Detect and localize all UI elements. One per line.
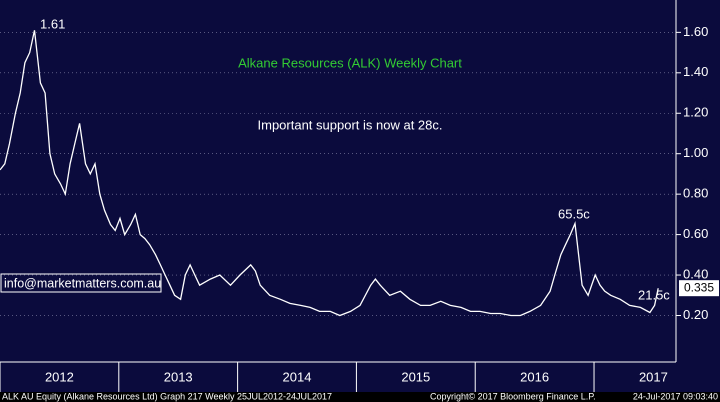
x-tick-label: 2015 [401,369,430,384]
annotation: 65.5c [558,206,590,221]
last-price-label: 0.335 [684,280,714,294]
footer-text: 24-Jul-2017 09:03:40 [633,391,718,401]
source: info@marketmatters.com.au [4,276,161,290]
y-tick-label: 1.40 [683,64,708,79]
y-tick-label: 0.40 [683,266,708,281]
footer-bar [0,392,720,402]
footer-text: ALK AU Equity (Alkane Resources Ltd) Gra… [2,391,332,401]
source-box [0,273,162,293]
chart-title: Alkane Resources (ALK) Weekly Chart [238,55,462,70]
x-tick-label: 2014 [283,369,312,384]
price-line [0,30,659,317]
annotation: 21.5c [638,287,670,302]
x-tick-label: 2017 [639,369,668,384]
annotation: 1.61 [40,16,65,31]
subtitle: Important support is now at 28c. [258,117,443,132]
x-tick-label: 2016 [520,369,549,384]
y-tick-label: 1.60 [683,24,708,39]
background [0,0,720,392]
y-tick-label: 0.20 [683,307,708,322]
y-tick-label: 0.60 [683,226,708,241]
x-tick-label: 2013 [164,369,193,384]
y-tick-label: 0.80 [683,186,708,201]
footer-text: Copyright© 2017 Bloomberg Finance L.P. [430,391,596,401]
y-tick-label: 1.00 [683,145,708,160]
y-tick-label: 1.20 [683,105,708,120]
x-tick-label: 2012 [45,369,74,384]
last-price-box [679,280,719,297]
